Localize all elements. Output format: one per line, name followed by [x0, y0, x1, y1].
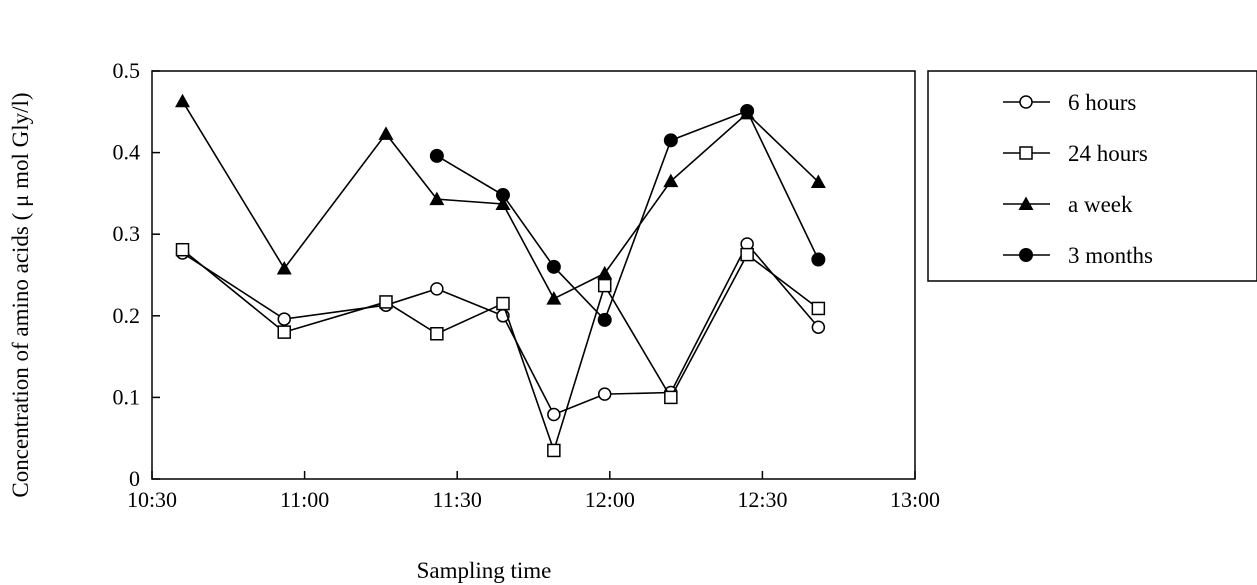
series-line [182, 242, 819, 416]
data-point [597, 265, 613, 280]
series-2 [175, 242, 826, 458]
legend-label: a week [1068, 192, 1133, 217]
x-tick-label: 12:00 [585, 487, 635, 512]
data-point [811, 301, 826, 316]
series-line [182, 249, 819, 454]
y-tick-label: 0.1 [113, 384, 141, 409]
x-tick-label: 10:30 [127, 487, 177, 512]
data-point [597, 278, 612, 293]
data-point [429, 148, 444, 163]
data-point [429, 191, 445, 206]
data-point [597, 312, 612, 327]
legend: 6 hours 24 hours a week 3 months [1003, 90, 1153, 268]
x-axis-title: Sampling time [417, 558, 552, 583]
legend-label: 3 months [1068, 243, 1153, 268]
data-point [496, 296, 510, 311]
data-point [740, 103, 755, 118]
data-point [811, 252, 826, 267]
data-point [547, 443, 561, 458]
x-tick-label: 13:00 [890, 487, 940, 512]
data-point [547, 407, 561, 422]
x-axis-ticks: 10:30 11:00 11:30 12:00 12:30 13:00 [127, 471, 940, 512]
data-point [811, 320, 826, 334]
legend-label: 24 hours [1068, 141, 1148, 166]
legend-marker [1019, 248, 1033, 262]
data-point [175, 93, 191, 108]
x-tick-label: 12:30 [737, 487, 787, 512]
data-point [810, 174, 826, 188]
data-point [740, 247, 754, 262]
legend-label: 6 hours [1068, 90, 1136, 115]
series-layer [175, 93, 826, 458]
data-point [597, 387, 612, 401]
data-point [430, 327, 444, 341]
series-line [436, 109, 820, 322]
data-point [546, 291, 562, 305]
legend-box [927, 70, 1257, 282]
data-point [495, 188, 510, 203]
series-line [181, 100, 819, 300]
data-point [276, 260, 292, 275]
y-tick-label: 0.4 [113, 140, 141, 165]
y-tick-label: 0.2 [113, 303, 141, 328]
data-point [277, 325, 292, 339]
legend-entry: 3 months [1003, 243, 1153, 268]
x-tick-label: 11:00 [280, 487, 329, 512]
series-4 [429, 103, 826, 327]
data-point [430, 282, 444, 296]
y-tick-label: 0.5 [113, 58, 141, 83]
x-tick-label: 11:30 [433, 487, 482, 512]
data-point [277, 312, 292, 326]
y-axis-title: Concentration of amino acids ( μ mol Gly… [8, 92, 33, 497]
legend-marker [1018, 196, 1034, 210]
series-1 [175, 237, 826, 422]
legend-entry: 6 hours [1003, 90, 1136, 115]
data-point [546, 259, 561, 274]
data-point [175, 242, 190, 257]
plot-area [151, 70, 916, 480]
y-tick-label: 0 [129, 466, 140, 491]
legend-entry: a week [1003, 192, 1133, 217]
y-axis-ticks: 0 0.1 0.2 0.3 0.4 0.5 [113, 58, 160, 491]
data-point [663, 133, 678, 148]
y-tick-label: 0.3 [113, 221, 141, 246]
data-point [379, 295, 393, 309]
data-point [664, 390, 678, 405]
data-point [495, 196, 511, 211]
data-point [378, 126, 394, 140]
legend-marker [1019, 146, 1033, 160]
data-point [663, 173, 679, 188]
legend-marker [1019, 95, 1033, 109]
legend-entry: 24 hours [1003, 141, 1148, 166]
